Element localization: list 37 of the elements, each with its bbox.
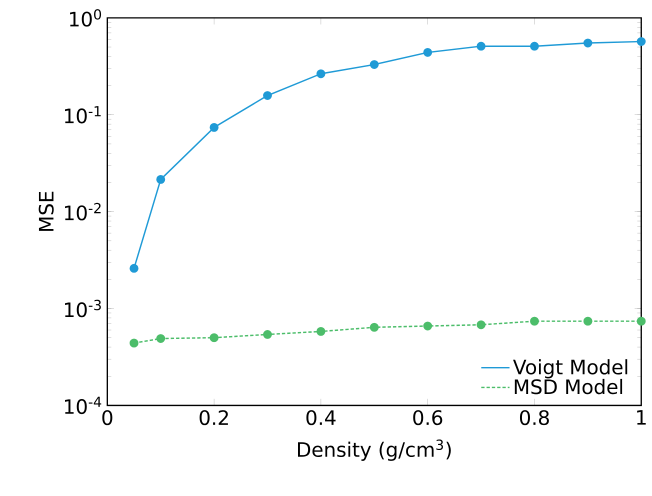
x-tick-label: 0.6	[413, 410, 442, 426]
legend-label: MSD Model	[514, 379, 622, 395]
y-tick-label: 10$^{0}$	[70, 9, 102, 27]
point	[423, 322, 432, 331]
x-tick-label: 0.2	[200, 410, 228, 426]
point	[636, 37, 646, 46]
x-tick-label: 0.4	[306, 410, 336, 426]
legend-label: Voigt Model	[513, 359, 628, 379]
point	[370, 60, 379, 70]
point	[130, 264, 138, 274]
y-tick-label: 10$^{-2}$	[65, 203, 101, 221]
point	[263, 330, 272, 340]
point	[636, 317, 646, 326]
point	[316, 70, 326, 78]
point	[130, 338, 138, 348]
point	[156, 175, 166, 184]
point	[583, 38, 592, 48]
x-tick-label: 0.8	[520, 410, 549, 426]
y-tick-label: 10$^{-4}$	[65, 396, 102, 414]
x-tick-label: 1	[637, 410, 646, 425]
point	[316, 327, 326, 336]
point	[530, 317, 539, 326]
point	[476, 320, 486, 330]
point	[423, 48, 432, 58]
y-tick-label: 10$^{-1}$	[65, 106, 101, 124]
x-tick-label: 0	[102, 410, 112, 426]
point	[156, 334, 166, 344]
x-axis-title: Density (g/cm$^{3}$)	[298, 440, 451, 462]
point	[370, 323, 379, 332]
point	[476, 42, 486, 51]
point	[210, 334, 219, 342]
point	[263, 91, 272, 100]
point	[210, 123, 219, 132]
point	[583, 317, 592, 326]
point	[530, 42, 539, 51]
y-axis-title: MSE	[38, 192, 54, 232]
y-tick-label: 10$^{-3}$	[65, 300, 101, 318]
